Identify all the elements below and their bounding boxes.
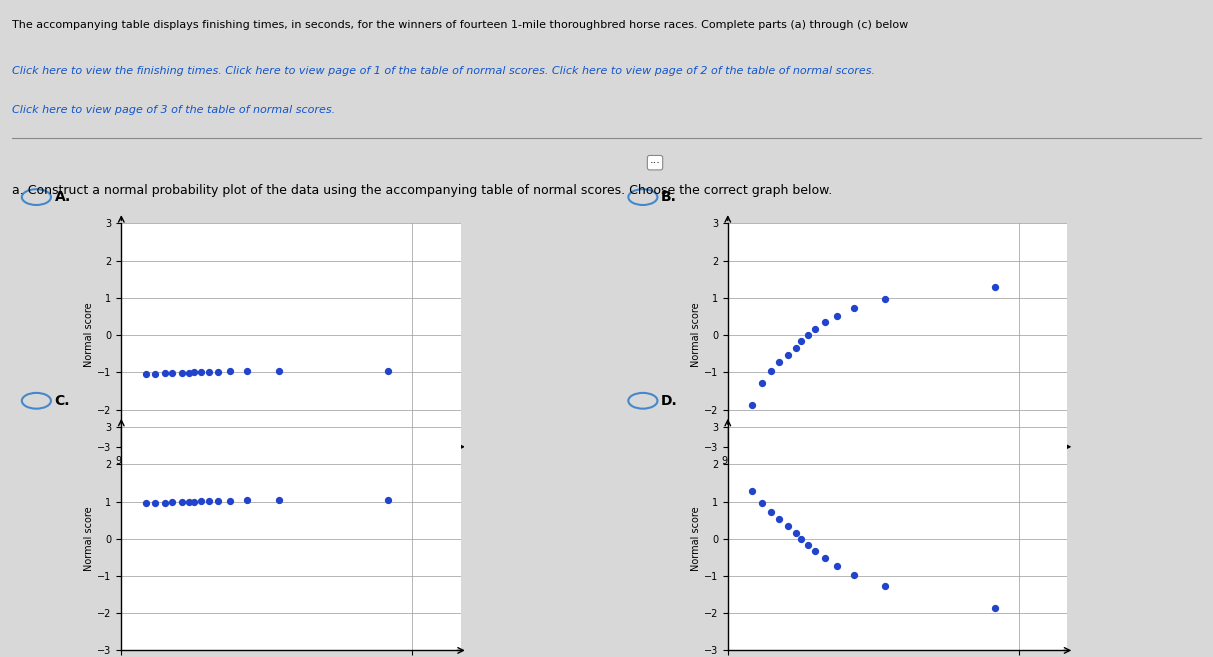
Text: C.: C. <box>55 394 70 408</box>
Point <box>269 366 289 376</box>
Point <box>752 497 771 508</box>
Point <box>180 367 199 378</box>
Point <box>779 350 798 360</box>
Point <box>742 399 762 410</box>
Point <box>155 368 175 378</box>
Point <box>172 497 192 507</box>
Point <box>798 539 818 550</box>
Point <box>146 369 165 379</box>
Text: Click here to view page of 3 of the table of normal scores.: Click here to view page of 3 of the tabl… <box>12 105 335 115</box>
Point <box>378 365 398 376</box>
Point <box>742 486 762 496</box>
Point <box>798 330 818 340</box>
Point <box>199 496 218 507</box>
Point <box>985 282 1004 292</box>
Y-axis label: Normal score: Normal score <box>85 507 95 571</box>
Point <box>769 357 788 367</box>
Y-axis label: Normal score: Normal score <box>691 303 701 367</box>
Point <box>184 497 204 507</box>
Text: A.: A. <box>55 190 70 204</box>
Point <box>238 495 257 506</box>
Point <box>163 368 182 378</box>
Text: ···: ··· <box>650 158 660 168</box>
Point <box>827 560 847 571</box>
Point <box>786 342 805 353</box>
Text: D.: D. <box>661 394 678 408</box>
Point <box>136 498 155 509</box>
Point <box>779 521 798 532</box>
Point <box>238 366 257 376</box>
X-axis label: Finish times: Finish times <box>869 472 927 482</box>
Point <box>209 495 228 506</box>
Point <box>184 367 204 378</box>
Point <box>192 496 211 507</box>
Point <box>155 497 175 508</box>
Text: B.: B. <box>661 190 677 204</box>
Point <box>762 507 781 517</box>
Point <box>876 294 895 304</box>
Point <box>876 581 895 592</box>
Point <box>805 324 825 334</box>
X-axis label: Finish times: Finish times <box>262 472 320 482</box>
Point <box>180 497 199 507</box>
Point <box>827 310 847 321</box>
Point <box>791 533 810 544</box>
Text: The accompanying table displays finishing times, in seconds, for the winners of : The accompanying table displays finishin… <box>12 20 909 30</box>
Text: Click here to view the finishing times. Click here to view page of 1 of the tabl: Click here to view the finishing times. … <box>12 66 875 76</box>
Point <box>786 528 805 538</box>
Point <box>221 495 240 506</box>
Point <box>815 317 835 328</box>
Y-axis label: Normal score: Normal score <box>691 507 701 571</box>
Point <box>146 497 165 508</box>
Point <box>815 553 835 564</box>
Point <box>221 366 240 376</box>
Point <box>985 603 1004 614</box>
Point <box>269 495 289 505</box>
Point <box>844 570 864 580</box>
Text: a. Construct a normal probability plot of the data using the accompanying table : a. Construct a normal probability plot o… <box>12 184 832 197</box>
Point <box>199 367 218 377</box>
Point <box>762 366 781 376</box>
Point <box>752 378 771 388</box>
Point <box>791 336 810 346</box>
Point <box>769 514 788 524</box>
Point <box>192 367 211 377</box>
Point <box>172 368 192 378</box>
Point <box>163 497 182 508</box>
Point <box>844 303 864 313</box>
Y-axis label: Normal score: Normal score <box>85 303 95 367</box>
Point <box>209 367 228 377</box>
Point <box>378 495 398 505</box>
Point <box>805 546 825 556</box>
Point <box>136 369 155 379</box>
